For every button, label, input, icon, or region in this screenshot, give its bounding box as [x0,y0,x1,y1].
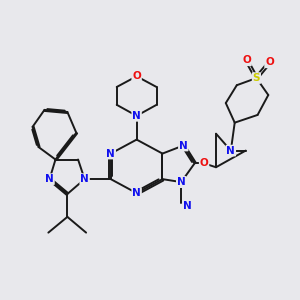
Text: N: N [45,174,54,184]
Text: N: N [132,111,141,121]
Text: N: N [179,140,188,151]
Text: S: S [253,73,260,83]
Text: O: O [242,55,251,65]
Text: N: N [177,177,186,187]
Text: N: N [177,177,186,187]
Text: N: N [132,188,141,198]
Text: O: O [200,158,208,168]
Text: N: N [226,146,235,156]
Text: O: O [132,71,141,81]
Text: N: N [80,174,89,184]
Text: O: O [265,57,274,67]
Text: N: N [106,148,115,159]
Text: N: N [183,201,192,211]
